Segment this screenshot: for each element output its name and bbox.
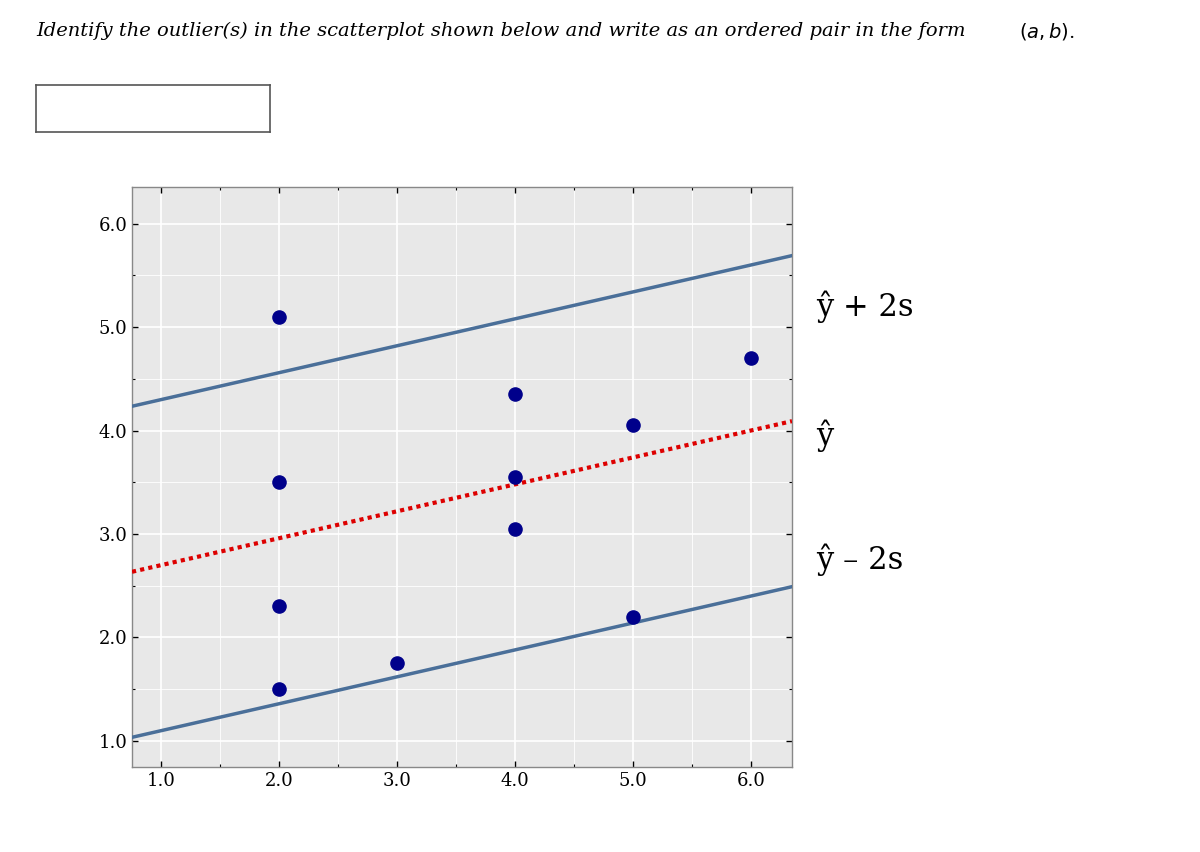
Point	[270, 475, 289, 489]
Point	[505, 388, 524, 401]
Text: ŷ – 2s: ŷ – 2s	[816, 544, 904, 576]
Text: ŷ + 2s: ŷ + 2s	[816, 291, 913, 323]
Point	[270, 682, 289, 696]
Text: Identify the outlier(s) in the scatterplot shown below and write as an ordered p: Identify the outlier(s) in the scatterpl…	[36, 21, 972, 39]
Point	[270, 310, 289, 324]
Point	[270, 600, 289, 613]
Point	[505, 470, 524, 484]
Text: $(a, b)$.: $(a, b)$.	[1019, 21, 1075, 43]
Point	[742, 351, 761, 365]
Point	[505, 522, 524, 536]
Point	[388, 657, 407, 671]
Point	[623, 610, 642, 624]
Point	[623, 418, 642, 432]
Text: ŷ: ŷ	[816, 419, 833, 452]
